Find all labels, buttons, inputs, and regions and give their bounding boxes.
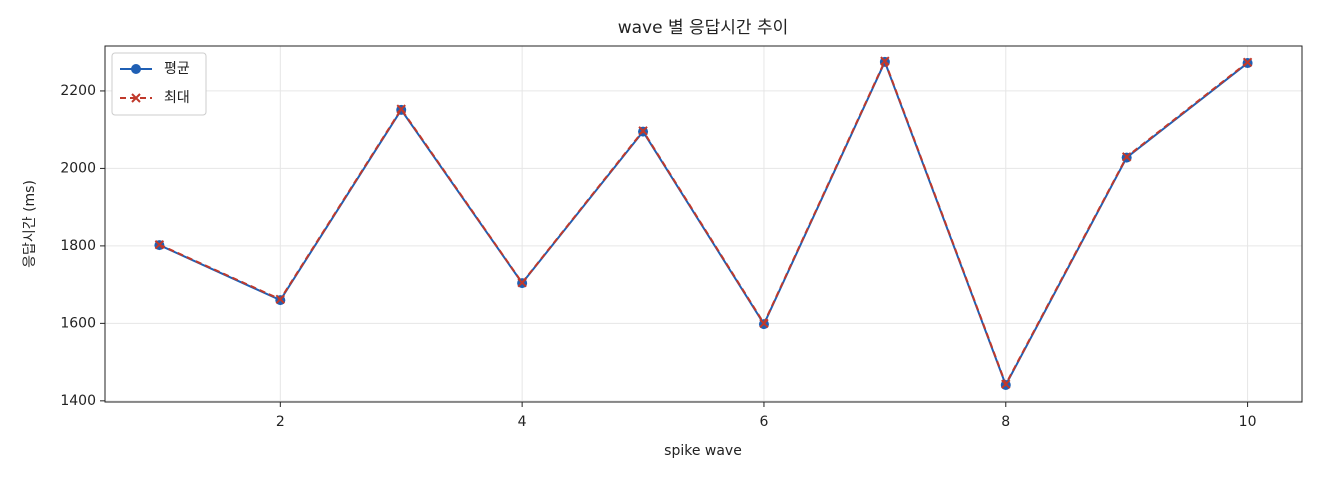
y-tick-label: 2200 <box>60 83 96 99</box>
legend-box <box>111 52 207 116</box>
y-tick-label: 2000 <box>60 160 96 176</box>
data-point <box>638 126 648 136</box>
data-point <box>396 104 406 114</box>
x-tick-label: 6 <box>759 414 768 430</box>
plot-frame <box>104 45 1303 403</box>
x-tick-label: 2 <box>276 414 285 430</box>
data-point <box>1001 379 1011 389</box>
legend-label: 평균 <box>164 61 190 77</box>
legend-marker <box>131 64 141 74</box>
x-axis-label: spike wave <box>664 443 742 459</box>
data-point <box>759 318 769 329</box>
series-line <box>158 58 1249 387</box>
x-tick-label: 4 <box>518 414 527 430</box>
data-point <box>517 277 527 288</box>
data-point <box>275 294 286 305</box>
x-tick-label: 8 <box>1001 414 1010 430</box>
chart-title: wave 별 응답시간 추이 <box>618 18 789 38</box>
data-point <box>880 56 890 66</box>
x-tick-label: 10 <box>1239 414 1257 430</box>
legend-label: 최대 <box>164 90 190 106</box>
data-point <box>1242 57 1253 67</box>
y-tick-label: 1600 <box>60 315 96 331</box>
legend-marker <box>131 93 141 103</box>
y-axis-label: 응답시간 (ms) <box>22 180 38 268</box>
y-tick-label: 1400 <box>60 393 96 409</box>
y-tick-label: 1800 <box>60 238 96 254</box>
data-point <box>1121 152 1132 162</box>
data-point <box>154 240 165 250</box>
